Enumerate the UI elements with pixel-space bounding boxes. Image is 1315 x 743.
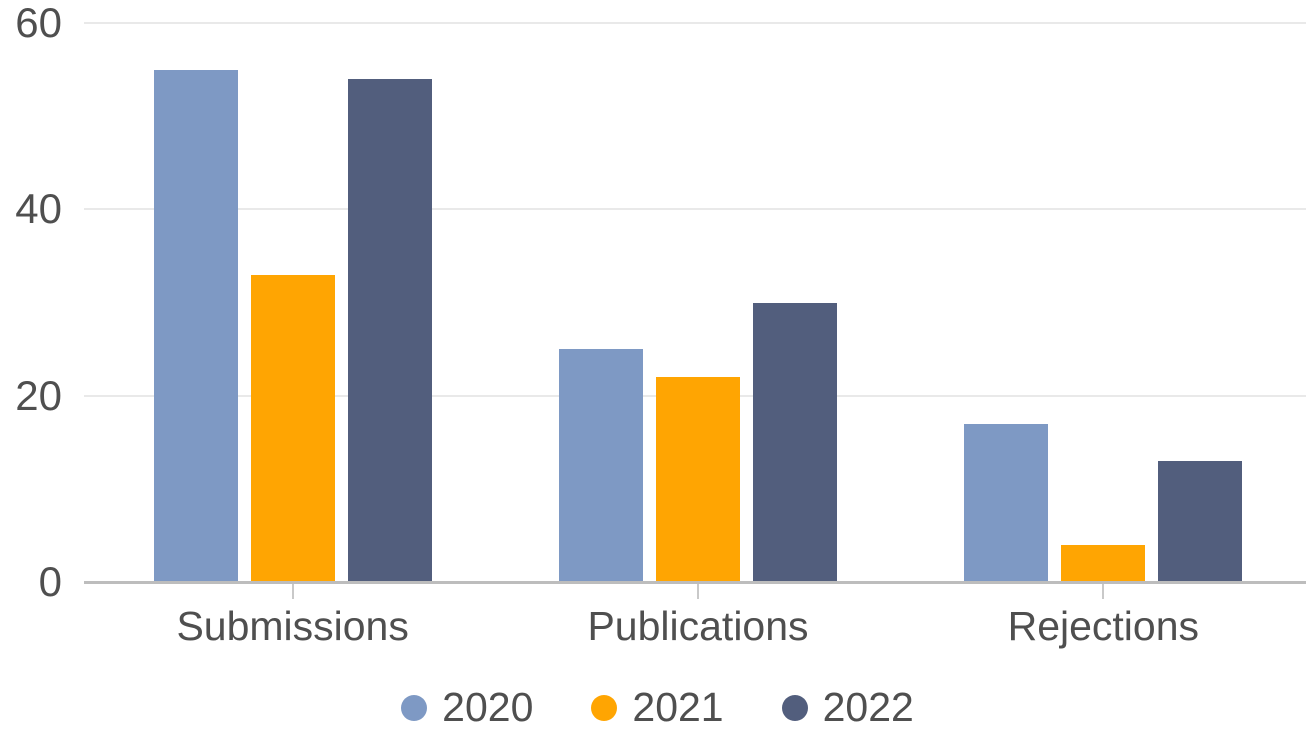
bar-rejections-2022[interactable] (1158, 460, 1243, 582)
legend-label: 2021 (632, 684, 724, 730)
y-tick-label: 20 (15, 371, 62, 419)
bar-rejections-2020[interactable] (964, 423, 1049, 582)
x-axis-tick (1102, 584, 1105, 599)
plot-area (84, 22, 1306, 599)
bar-group-submissions (90, 23, 495, 599)
bar-publications-2022[interactable] (752, 302, 837, 582)
legend-item-2020[interactable]: 2020 (401, 684, 533, 731)
y-tick-label: 60 (15, 0, 62, 46)
bar-group-publications (495, 23, 900, 599)
legend-label: 2022 (822, 684, 914, 730)
y-tick-label: 0 (38, 558, 62, 605)
legend: 2020 2021 2022 (0, 684, 1315, 731)
legend-marker-icon (591, 694, 618, 721)
gridline-y40 (84, 208, 1306, 211)
x-axis-line (84, 581, 1306, 584)
x-category-label: Submissions (176, 603, 409, 649)
legend-marker-icon (781, 694, 808, 721)
bar-submissions-2020[interactable] (153, 69, 238, 582)
x-axis-tick (696, 584, 699, 599)
y-tick-label: 40 (15, 185, 62, 233)
y-axis: 0 20 40 60 (0, 2, 64, 603)
x-category-label: Rejections (1007, 603, 1200, 649)
legend-label: 2020 (442, 684, 534, 730)
x-axis-labels: Submissions Publications Rejections (90, 603, 1306, 650)
x-axis-tick (291, 584, 294, 599)
legend-item-2021[interactable]: 2021 (591, 684, 724, 731)
bar-group-rejections (901, 23, 1306, 599)
bar-groups (90, 23, 1306, 599)
bar-submissions-2022[interactable] (347, 78, 432, 582)
legend-item-2022[interactable]: 2022 (781, 684, 914, 731)
gridline-y60 (84, 22, 1306, 24)
legend-marker-icon (401, 694, 428, 721)
x-category-label: Publications (587, 603, 809, 649)
bar-publications-2021[interactable] (655, 377, 740, 582)
bar-rejections-2021[interactable] (1061, 544, 1146, 582)
bar-publications-2020[interactable] (558, 349, 643, 582)
bar-submissions-2021[interactable] (250, 274, 335, 582)
